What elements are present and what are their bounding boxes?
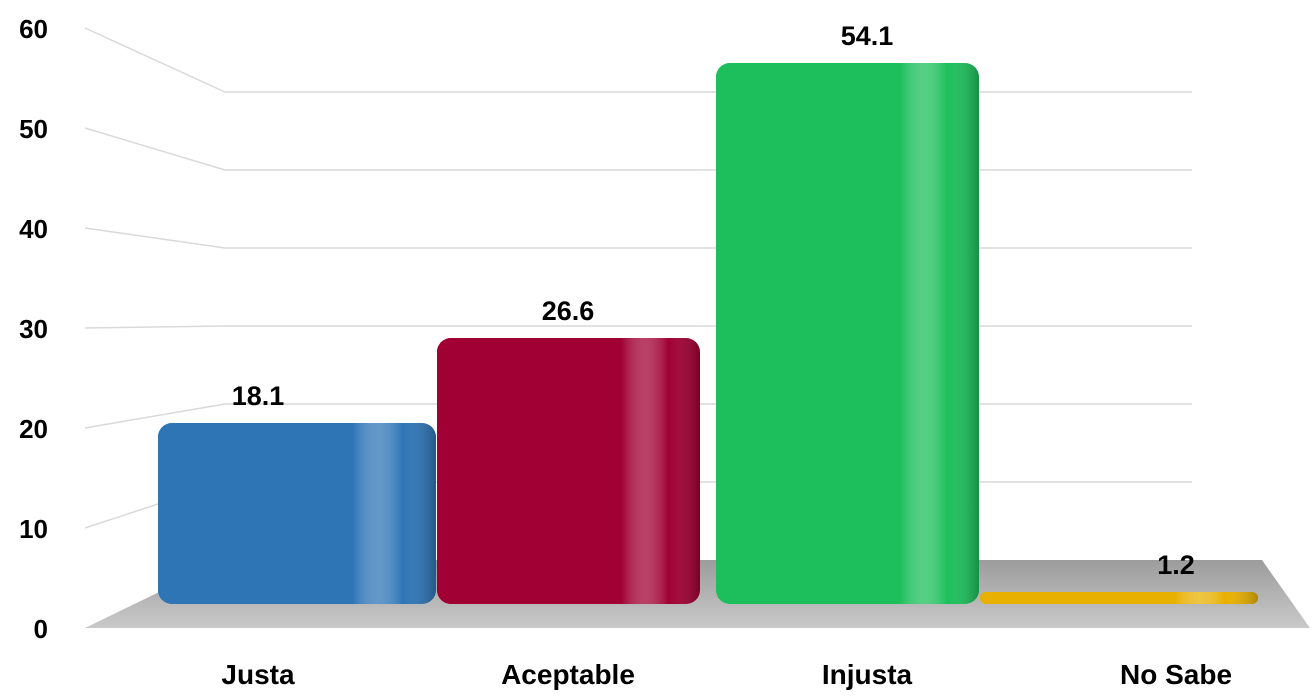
bar-injusta xyxy=(716,63,979,604)
x-tick-label: Injusta xyxy=(822,659,913,690)
y-tick-label: 10 xyxy=(19,514,48,544)
bar-shading xyxy=(437,338,700,604)
x-axis-tick-labels: Justa Aceptable Injusta No Sabe xyxy=(221,659,1232,690)
gridline xyxy=(84,27,1192,93)
bars xyxy=(158,63,1258,604)
y-tick-label: 60 xyxy=(19,14,48,44)
data-label: 54.1 xyxy=(841,21,894,51)
data-labels: 18.1 26.6 54.1 1.2 xyxy=(232,21,1195,580)
gridline xyxy=(84,227,1192,249)
y-tick-label: 30 xyxy=(19,314,48,344)
gridline xyxy=(84,325,1192,329)
y-axis-tick-labels: 0 10 20 30 40 50 60 xyxy=(19,14,48,644)
y-tick-label: 0 xyxy=(34,614,48,644)
bar-no-sabe xyxy=(980,592,1258,604)
bar-aceptable xyxy=(437,338,700,604)
gridline xyxy=(84,127,1192,171)
bar-justa xyxy=(158,423,436,604)
data-label: 26.6 xyxy=(542,296,595,326)
data-label: 1.2 xyxy=(1157,550,1195,580)
bar-shading xyxy=(716,63,979,604)
data-label: 18.1 xyxy=(232,381,285,411)
x-tick-label: Justa xyxy=(221,659,295,690)
y-tick-label: 20 xyxy=(19,414,48,444)
x-tick-label: Aceptable xyxy=(501,659,635,690)
bar-shading xyxy=(980,592,1258,604)
bar-shading xyxy=(158,423,436,604)
x-tick-label: No Sabe xyxy=(1120,659,1232,690)
y-tick-label: 40 xyxy=(19,214,48,244)
y-tick-label: 50 xyxy=(19,114,48,144)
